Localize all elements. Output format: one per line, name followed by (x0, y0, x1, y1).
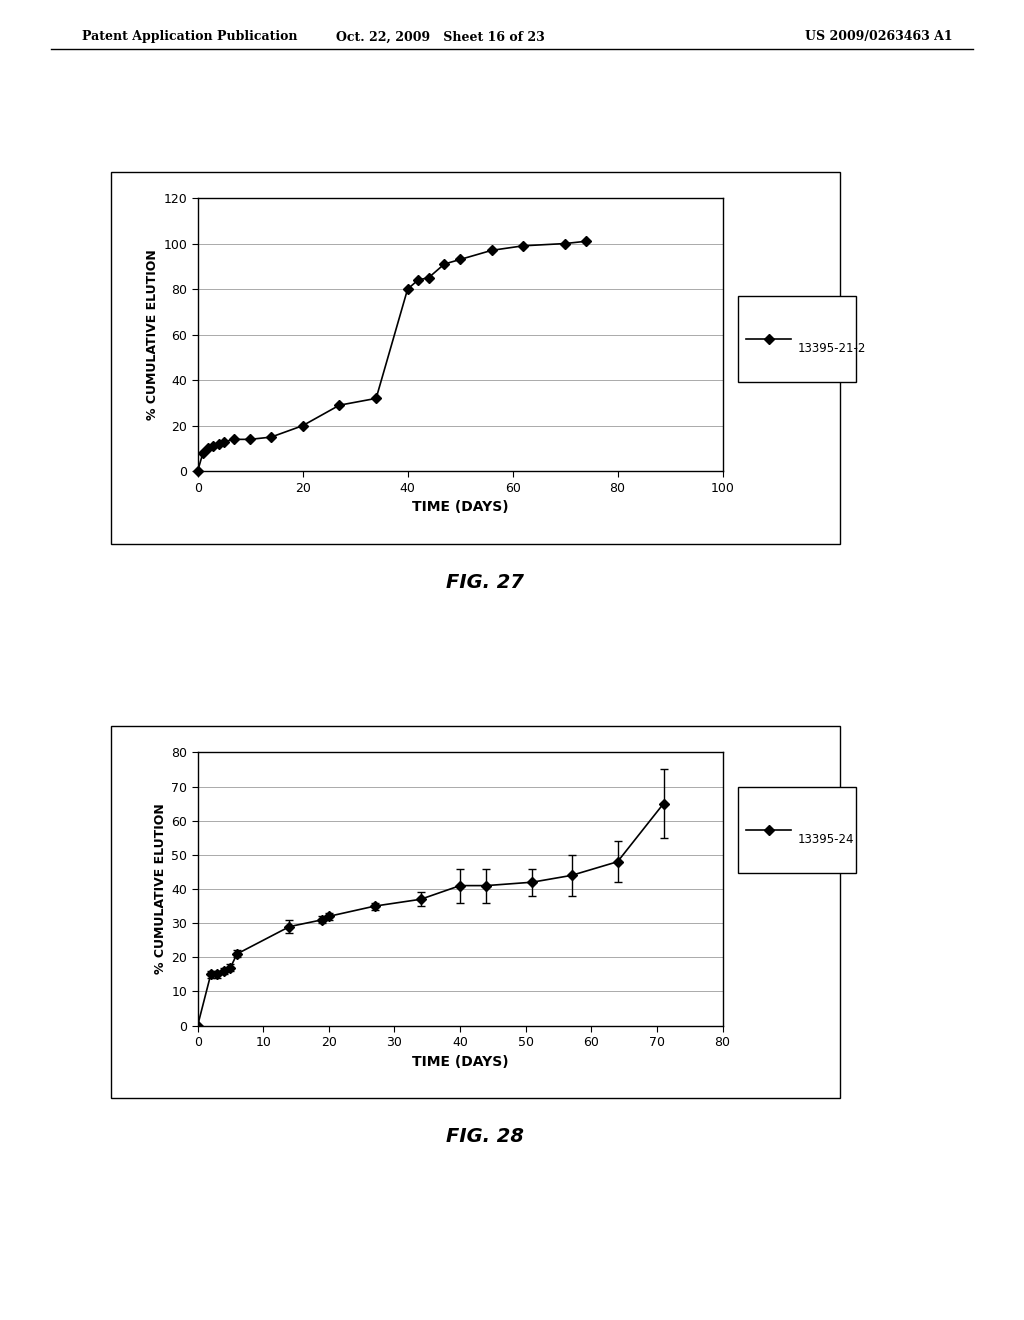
X-axis label: TIME (DAYS): TIME (DAYS) (412, 500, 509, 515)
Text: FIG. 27: FIG. 27 (446, 573, 524, 591)
Text: Oct. 22, 2009   Sheet 16 of 23: Oct. 22, 2009 Sheet 16 of 23 (336, 30, 545, 44)
Text: US 2009/0263463 A1: US 2009/0263463 A1 (805, 30, 952, 44)
Y-axis label: % CUMULATIVE ELUTION: % CUMULATIVE ELUTION (146, 249, 159, 420)
Text: FIG. 28: FIG. 28 (446, 1127, 524, 1146)
Y-axis label: % CUMULATIVE ELUTION: % CUMULATIVE ELUTION (154, 804, 167, 974)
Text: 13395-21-2: 13395-21-2 (798, 342, 865, 355)
X-axis label: TIME (DAYS): TIME (DAYS) (412, 1055, 509, 1069)
Text: Patent Application Publication: Patent Application Publication (82, 30, 297, 44)
Text: 13395-24: 13395-24 (798, 833, 854, 846)
